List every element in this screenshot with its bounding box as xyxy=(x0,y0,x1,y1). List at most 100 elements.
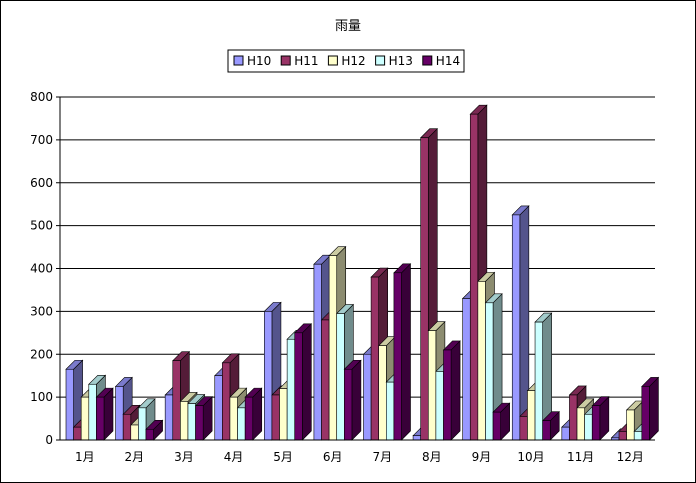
bar-front xyxy=(279,388,288,441)
y-tick-label: 600 xyxy=(30,176,53,190)
bar-front xyxy=(584,413,593,441)
bar-front xyxy=(511,214,521,441)
bar-front xyxy=(321,319,330,441)
bar-H14-10 xyxy=(541,410,560,441)
bar-front xyxy=(180,401,189,441)
x-tick-label: 6月 xyxy=(323,450,343,464)
bar-H14-2 xyxy=(145,419,164,441)
x-tick-label: 3月 xyxy=(174,450,194,464)
bar-H14-4 xyxy=(244,387,263,441)
bar-front xyxy=(542,420,551,441)
bar-front xyxy=(370,276,380,441)
bar-front xyxy=(222,362,231,441)
bar-H14-5 xyxy=(294,323,313,441)
bar-side xyxy=(649,376,659,441)
y-tick-label: 800 xyxy=(30,90,53,104)
bar-front xyxy=(286,338,296,441)
x-tick-label: 7月 xyxy=(372,450,392,464)
bar-H14-1 xyxy=(95,387,114,441)
bar-front xyxy=(561,426,570,441)
y-tick-label: 700 xyxy=(30,133,53,147)
legend-label: H10 xyxy=(247,54,271,68)
grid-layer xyxy=(60,96,655,398)
legend-swatch xyxy=(233,55,244,66)
bar-front xyxy=(527,390,536,441)
bar-front xyxy=(244,396,254,441)
bar-front xyxy=(363,353,372,441)
bar-side xyxy=(351,359,362,441)
bar-front xyxy=(73,426,82,441)
bar-H14-6 xyxy=(343,359,362,441)
bar-front xyxy=(336,313,345,441)
bar-front xyxy=(195,405,204,441)
bar-front xyxy=(641,386,650,441)
chart-legend: H10 H11 H12 H13 H14 xyxy=(227,49,465,73)
bar-front xyxy=(435,371,444,441)
bar-front xyxy=(378,345,387,441)
bar-front xyxy=(492,411,501,441)
bar-front xyxy=(443,349,452,441)
bar-front xyxy=(344,368,353,441)
bar-front xyxy=(412,435,421,441)
bar-front xyxy=(633,431,643,441)
bar-H14-3 xyxy=(194,395,213,441)
bar-front xyxy=(420,137,429,441)
bar-front xyxy=(130,424,139,441)
bar-front xyxy=(313,263,322,441)
bar-front xyxy=(462,298,471,441)
bar-front xyxy=(164,394,174,441)
bar-side xyxy=(302,323,312,441)
bar-front xyxy=(569,394,578,441)
bar-front xyxy=(427,330,437,441)
bar-H13-10 xyxy=(534,312,553,441)
y-tick-label: 100 xyxy=(30,390,53,404)
bar-front xyxy=(237,407,246,441)
y-tick-label: 400 xyxy=(30,262,53,276)
x-tick-label: 1月 xyxy=(75,450,95,464)
y-tick-label: 500 xyxy=(30,219,53,233)
bar-front xyxy=(534,321,543,441)
legend-label: H11 xyxy=(294,54,318,68)
x-tick-label: 4月 xyxy=(224,450,244,464)
legend-swatch xyxy=(280,55,291,66)
legend-label: H14 xyxy=(436,54,460,68)
y-tick-label: 300 xyxy=(30,304,53,318)
legend-item-H14: H14 xyxy=(422,54,460,68)
bar-side xyxy=(450,340,461,441)
bar-front xyxy=(264,311,273,441)
bar-front xyxy=(115,386,124,441)
legend-item-H12: H12 xyxy=(327,54,366,68)
bar-front xyxy=(138,407,147,441)
bar-front xyxy=(328,255,338,441)
bar-front xyxy=(271,394,280,441)
legend-swatch xyxy=(422,55,433,66)
bar-H10-10 xyxy=(511,205,530,441)
x-tick-label: 9月 xyxy=(472,450,492,464)
bar-front xyxy=(626,409,635,441)
bar-front xyxy=(229,396,238,441)
bar-H14-8 xyxy=(442,340,461,441)
legend-label: H12 xyxy=(341,54,365,68)
bar-front xyxy=(145,428,154,441)
bar-front xyxy=(519,416,528,441)
axis-layer: 0 100 200 300 400 500 600 700 800 1月 2月 3月 4月 5月 6月 7月 8… xyxy=(30,90,655,464)
bar-H14-11 xyxy=(591,395,610,441)
legend-swatch xyxy=(327,55,338,66)
bar-front xyxy=(618,431,627,441)
x-tick-label: 12月 xyxy=(617,450,644,464)
bar-front xyxy=(477,281,486,441)
chart-title: 雨量 xyxy=(335,19,361,34)
bars-layer xyxy=(65,104,660,441)
bar-front xyxy=(96,396,105,441)
x-tick-label: 5月 xyxy=(273,450,293,464)
bar-front xyxy=(591,405,601,441)
bar-front xyxy=(294,332,303,441)
bar-front xyxy=(187,403,196,441)
x-tick-label: 8月 xyxy=(422,450,442,464)
y-tick-label: 200 xyxy=(30,347,53,361)
x-tick-label: 11月 xyxy=(567,450,594,464)
legend-label: H13 xyxy=(389,54,413,68)
bar-front xyxy=(88,383,97,441)
bar-front xyxy=(80,396,90,441)
